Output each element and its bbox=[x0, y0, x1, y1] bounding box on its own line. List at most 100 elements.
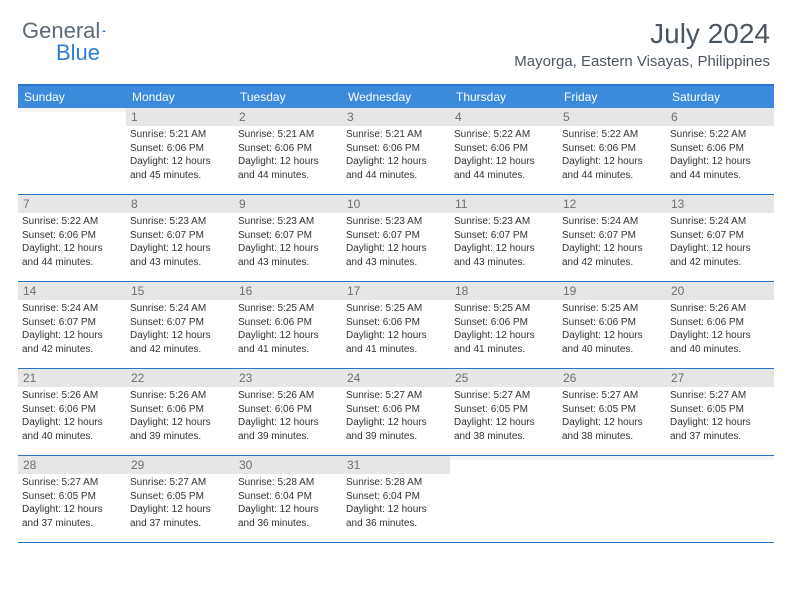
cell-body: Sunrise: 5:22 AMSunset: 6:06 PMDaylight:… bbox=[558, 126, 666, 188]
sunset-line: Sunset: 6:06 PM bbox=[562, 142, 662, 156]
sunset-line: Sunset: 6:06 PM bbox=[454, 142, 554, 156]
sunrise-line: Sunrise: 5:22 AM bbox=[22, 215, 122, 229]
daylight-line: Daylight: 12 hours and 39 minutes. bbox=[238, 416, 338, 443]
day-header: Wednesday bbox=[342, 86, 450, 108]
cell-body bbox=[558, 460, 666, 468]
daylight-line: Daylight: 12 hours and 44 minutes. bbox=[670, 155, 770, 182]
day-number: 20 bbox=[666, 282, 774, 300]
daylight-line: Daylight: 12 hours and 36 minutes. bbox=[346, 503, 446, 530]
calendar-cell: 26Sunrise: 5:27 AMSunset: 6:05 PMDayligh… bbox=[558, 369, 666, 455]
sunrise-line: Sunrise: 5:25 AM bbox=[562, 302, 662, 316]
sunset-line: Sunset: 6:05 PM bbox=[130, 490, 230, 504]
cell-body: Sunrise: 5:23 AMSunset: 6:07 PMDaylight:… bbox=[126, 213, 234, 275]
daylight-line: Daylight: 12 hours and 40 minutes. bbox=[562, 329, 662, 356]
day-number: 31 bbox=[342, 456, 450, 474]
sunset-line: Sunset: 6:07 PM bbox=[22, 316, 122, 330]
cell-body: Sunrise: 5:23 AMSunset: 6:07 PMDaylight:… bbox=[450, 213, 558, 275]
cell-body: Sunrise: 5:27 AMSunset: 6:05 PMDaylight:… bbox=[666, 387, 774, 449]
cell-body: Sunrise: 5:22 AMSunset: 6:06 PMDaylight:… bbox=[450, 126, 558, 188]
calendar-cell: 24Sunrise: 5:27 AMSunset: 6:06 PMDayligh… bbox=[342, 369, 450, 455]
sunset-line: Sunset: 6:06 PM bbox=[346, 142, 446, 156]
daylight-line: Daylight: 12 hours and 39 minutes. bbox=[130, 416, 230, 443]
sunrise-line: Sunrise: 5:24 AM bbox=[670, 215, 770, 229]
day-number: 16 bbox=[234, 282, 342, 300]
day-number: 15 bbox=[126, 282, 234, 300]
cell-body: Sunrise: 5:26 AMSunset: 6:06 PMDaylight:… bbox=[18, 387, 126, 449]
calendar-cell: 19Sunrise: 5:25 AMSunset: 6:06 PMDayligh… bbox=[558, 282, 666, 368]
cell-body: Sunrise: 5:25 AMSunset: 6:06 PMDaylight:… bbox=[450, 300, 558, 362]
cell-body: Sunrise: 5:24 AMSunset: 6:07 PMDaylight:… bbox=[558, 213, 666, 275]
sunset-line: Sunset: 6:06 PM bbox=[238, 403, 338, 417]
cell-body: Sunrise: 5:25 AMSunset: 6:06 PMDaylight:… bbox=[558, 300, 666, 362]
sunrise-line: Sunrise: 5:25 AM bbox=[346, 302, 446, 316]
cell-body: Sunrise: 5:24 AMSunset: 6:07 PMDaylight:… bbox=[18, 300, 126, 362]
calendar-cell: 25Sunrise: 5:27 AMSunset: 6:05 PMDayligh… bbox=[450, 369, 558, 455]
calendar-cell: 3Sunrise: 5:21 AMSunset: 6:06 PMDaylight… bbox=[342, 108, 450, 194]
sunrise-line: Sunrise: 5:23 AM bbox=[454, 215, 554, 229]
sunset-line: Sunset: 6:07 PM bbox=[562, 229, 662, 243]
calendar: SundayMondayTuesdayWednesdayThursdayFrid… bbox=[18, 84, 774, 543]
calendar-cell: 4Sunrise: 5:22 AMSunset: 6:06 PMDaylight… bbox=[450, 108, 558, 194]
calendar-cell: 11Sunrise: 5:23 AMSunset: 6:07 PMDayligh… bbox=[450, 195, 558, 281]
sunrise-line: Sunrise: 5:23 AM bbox=[238, 215, 338, 229]
sunrise-line: Sunrise: 5:23 AM bbox=[130, 215, 230, 229]
sunset-line: Sunset: 6:07 PM bbox=[454, 229, 554, 243]
sunrise-line: Sunrise: 5:24 AM bbox=[130, 302, 230, 316]
day-header: Saturday bbox=[666, 86, 774, 108]
calendar-cell: 29Sunrise: 5:27 AMSunset: 6:05 PMDayligh… bbox=[126, 456, 234, 542]
day-number: 22 bbox=[126, 369, 234, 387]
week-row: 14Sunrise: 5:24 AMSunset: 6:07 PMDayligh… bbox=[18, 282, 774, 369]
location-text: Mayorga, Eastern Visayas, Philippines bbox=[514, 53, 770, 70]
sunrise-line: Sunrise: 5:24 AM bbox=[562, 215, 662, 229]
calendar-cell: 15Sunrise: 5:24 AMSunset: 6:07 PMDayligh… bbox=[126, 282, 234, 368]
sunset-line: Sunset: 6:06 PM bbox=[346, 403, 446, 417]
sunset-line: Sunset: 6:06 PM bbox=[670, 316, 770, 330]
cell-body: Sunrise: 5:24 AMSunset: 6:07 PMDaylight:… bbox=[666, 213, 774, 275]
calendar-cell: 14Sunrise: 5:24 AMSunset: 6:07 PMDayligh… bbox=[18, 282, 126, 368]
sunset-line: Sunset: 6:05 PM bbox=[22, 490, 122, 504]
sunset-line: Sunset: 6:06 PM bbox=[454, 316, 554, 330]
cell-body: Sunrise: 5:21 AMSunset: 6:06 PMDaylight:… bbox=[234, 126, 342, 188]
sunset-line: Sunset: 6:06 PM bbox=[346, 316, 446, 330]
week-row: 1Sunrise: 5:21 AMSunset: 6:06 PMDaylight… bbox=[18, 108, 774, 195]
calendar-cell: 28Sunrise: 5:27 AMSunset: 6:05 PMDayligh… bbox=[18, 456, 126, 542]
sunset-line: Sunset: 6:05 PM bbox=[562, 403, 662, 417]
sunset-line: Sunset: 6:06 PM bbox=[238, 142, 338, 156]
cell-body: Sunrise: 5:23 AMSunset: 6:07 PMDaylight:… bbox=[234, 213, 342, 275]
day-number: 17 bbox=[342, 282, 450, 300]
daylight-line: Daylight: 12 hours and 40 minutes. bbox=[670, 329, 770, 356]
daylight-line: Daylight: 12 hours and 39 minutes. bbox=[346, 416, 446, 443]
day-number: 3 bbox=[342, 108, 450, 126]
calendar-cell: 23Sunrise: 5:26 AMSunset: 6:06 PMDayligh… bbox=[234, 369, 342, 455]
cell-body: Sunrise: 5:27 AMSunset: 6:05 PMDaylight:… bbox=[558, 387, 666, 449]
day-number: 6 bbox=[666, 108, 774, 126]
sunrise-line: Sunrise: 5:26 AM bbox=[130, 389, 230, 403]
day-number: 25 bbox=[450, 369, 558, 387]
logo: General Blue bbox=[22, 18, 126, 44]
sunset-line: Sunset: 6:07 PM bbox=[346, 229, 446, 243]
day-number: 10 bbox=[342, 195, 450, 213]
cell-body: Sunrise: 5:22 AMSunset: 6:06 PMDaylight:… bbox=[666, 126, 774, 188]
daylight-line: Daylight: 12 hours and 43 minutes. bbox=[238, 242, 338, 269]
daylight-line: Daylight: 12 hours and 38 minutes. bbox=[454, 416, 554, 443]
cell-body: Sunrise: 5:27 AMSunset: 6:05 PMDaylight:… bbox=[18, 474, 126, 536]
month-title: July 2024 bbox=[514, 18, 770, 50]
daylight-line: Daylight: 12 hours and 44 minutes. bbox=[562, 155, 662, 182]
sunrise-line: Sunrise: 5:26 AM bbox=[22, 389, 122, 403]
sunset-line: Sunset: 6:06 PM bbox=[562, 316, 662, 330]
cell-body: Sunrise: 5:21 AMSunset: 6:06 PMDaylight:… bbox=[342, 126, 450, 188]
sunrise-line: Sunrise: 5:25 AM bbox=[454, 302, 554, 316]
day-number: 27 bbox=[666, 369, 774, 387]
daylight-line: Daylight: 12 hours and 42 minutes. bbox=[562, 242, 662, 269]
sunrise-line: Sunrise: 5:26 AM bbox=[670, 302, 770, 316]
week-row: 28Sunrise: 5:27 AMSunset: 6:05 PMDayligh… bbox=[18, 456, 774, 543]
sunrise-line: Sunrise: 5:23 AM bbox=[346, 215, 446, 229]
sunrise-line: Sunrise: 5:28 AM bbox=[346, 476, 446, 490]
calendar-cell: 21Sunrise: 5:26 AMSunset: 6:06 PMDayligh… bbox=[18, 369, 126, 455]
daylight-line: Daylight: 12 hours and 44 minutes. bbox=[238, 155, 338, 182]
calendar-cell: 18Sunrise: 5:25 AMSunset: 6:06 PMDayligh… bbox=[450, 282, 558, 368]
daylight-line: Daylight: 12 hours and 43 minutes. bbox=[346, 242, 446, 269]
sunrise-line: Sunrise: 5:27 AM bbox=[22, 476, 122, 490]
sunset-line: Sunset: 6:07 PM bbox=[238, 229, 338, 243]
sunrise-line: Sunrise: 5:28 AM bbox=[238, 476, 338, 490]
